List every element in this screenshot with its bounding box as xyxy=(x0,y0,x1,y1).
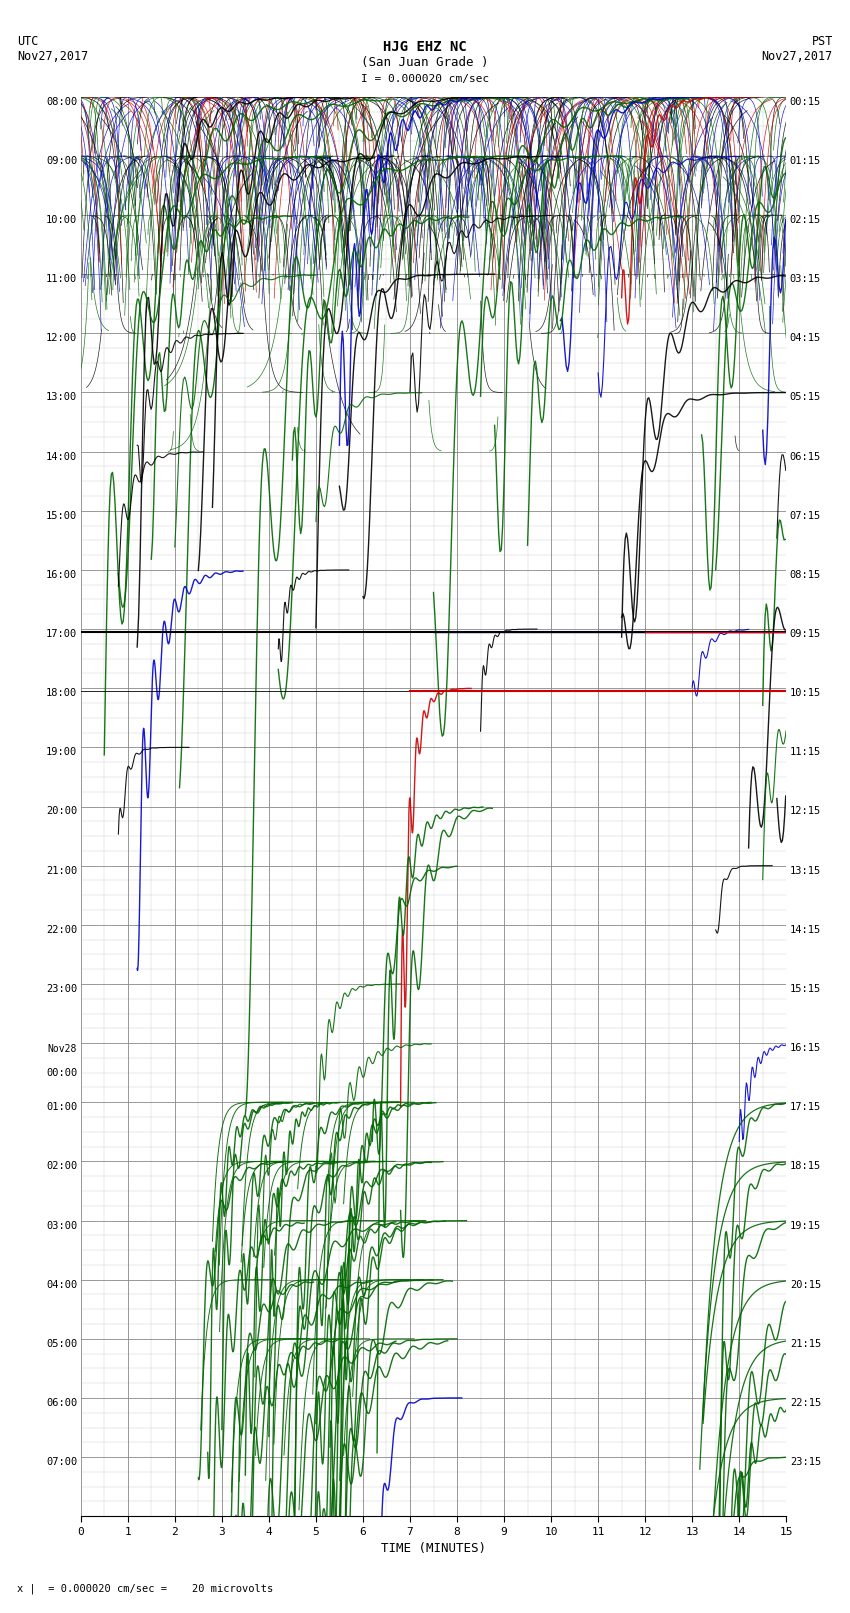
Text: 10:15: 10:15 xyxy=(790,689,821,698)
Text: 01:00: 01:00 xyxy=(46,1102,77,1113)
X-axis label: TIME (MINUTES): TIME (MINUTES) xyxy=(381,1542,486,1555)
Text: 12:15: 12:15 xyxy=(790,806,821,816)
Text: 22:15: 22:15 xyxy=(790,1398,821,1408)
Text: 16:15: 16:15 xyxy=(790,1044,821,1053)
Text: 15:00: 15:00 xyxy=(46,511,77,521)
Text: 23:00: 23:00 xyxy=(46,984,77,994)
Text: 11:00: 11:00 xyxy=(46,274,77,284)
Text: 19:00: 19:00 xyxy=(46,747,77,758)
Text: UTC: UTC xyxy=(17,35,38,48)
Text: 14:15: 14:15 xyxy=(790,924,821,936)
Text: (San Juan Grade ): (San Juan Grade ) xyxy=(361,56,489,69)
Text: 14:00: 14:00 xyxy=(46,452,77,461)
Text: 20:15: 20:15 xyxy=(790,1279,821,1290)
Text: 23:15: 23:15 xyxy=(790,1457,821,1468)
Text: Nov27,2017: Nov27,2017 xyxy=(762,50,833,63)
Text: x |  = 0.000020 cm/sec =    20 microvolts: x | = 0.000020 cm/sec = 20 microvolts xyxy=(17,1582,273,1594)
Text: 08:00: 08:00 xyxy=(46,97,77,106)
Text: 21:00: 21:00 xyxy=(46,866,77,876)
Text: 02:15: 02:15 xyxy=(790,215,821,226)
Text: 02:00: 02:00 xyxy=(46,1161,77,1171)
Text: 13:00: 13:00 xyxy=(46,392,77,403)
Text: HJG EHZ NC: HJG EHZ NC xyxy=(383,40,467,55)
Text: 08:15: 08:15 xyxy=(790,569,821,581)
Text: 12:00: 12:00 xyxy=(46,334,77,344)
Text: 11:15: 11:15 xyxy=(790,747,821,758)
Text: 05:15: 05:15 xyxy=(790,392,821,403)
Text: PST: PST xyxy=(812,35,833,48)
Text: 03:00: 03:00 xyxy=(46,1221,77,1231)
Text: 10:00: 10:00 xyxy=(46,215,77,226)
Text: 00:00: 00:00 xyxy=(46,1068,77,1077)
Text: Nov28: Nov28 xyxy=(48,1044,77,1055)
Text: 13:15: 13:15 xyxy=(790,866,821,876)
Text: 22:00: 22:00 xyxy=(46,924,77,936)
Text: 06:15: 06:15 xyxy=(790,452,821,461)
Text: 03:15: 03:15 xyxy=(790,274,821,284)
Text: 20:00: 20:00 xyxy=(46,806,77,816)
Text: 09:00: 09:00 xyxy=(46,156,77,166)
Text: 09:15: 09:15 xyxy=(790,629,821,639)
Text: 18:00: 18:00 xyxy=(46,689,77,698)
Text: 05:00: 05:00 xyxy=(46,1339,77,1348)
Text: 04:00: 04:00 xyxy=(46,1279,77,1290)
Text: 15:15: 15:15 xyxy=(790,984,821,994)
Text: 06:00: 06:00 xyxy=(46,1398,77,1408)
Text: 19:15: 19:15 xyxy=(790,1221,821,1231)
Text: 07:00: 07:00 xyxy=(46,1457,77,1468)
Text: 21:15: 21:15 xyxy=(790,1339,821,1348)
Text: 16:00: 16:00 xyxy=(46,569,77,581)
Text: 18:15: 18:15 xyxy=(790,1161,821,1171)
Text: 01:15: 01:15 xyxy=(790,156,821,166)
Text: Nov27,2017: Nov27,2017 xyxy=(17,50,88,63)
Text: 17:15: 17:15 xyxy=(790,1102,821,1113)
Text: 17:00: 17:00 xyxy=(46,629,77,639)
Text: 07:15: 07:15 xyxy=(790,511,821,521)
Text: I = 0.000020 cm/sec: I = 0.000020 cm/sec xyxy=(361,74,489,84)
Text: 04:15: 04:15 xyxy=(790,334,821,344)
Text: 00:15: 00:15 xyxy=(790,97,821,106)
